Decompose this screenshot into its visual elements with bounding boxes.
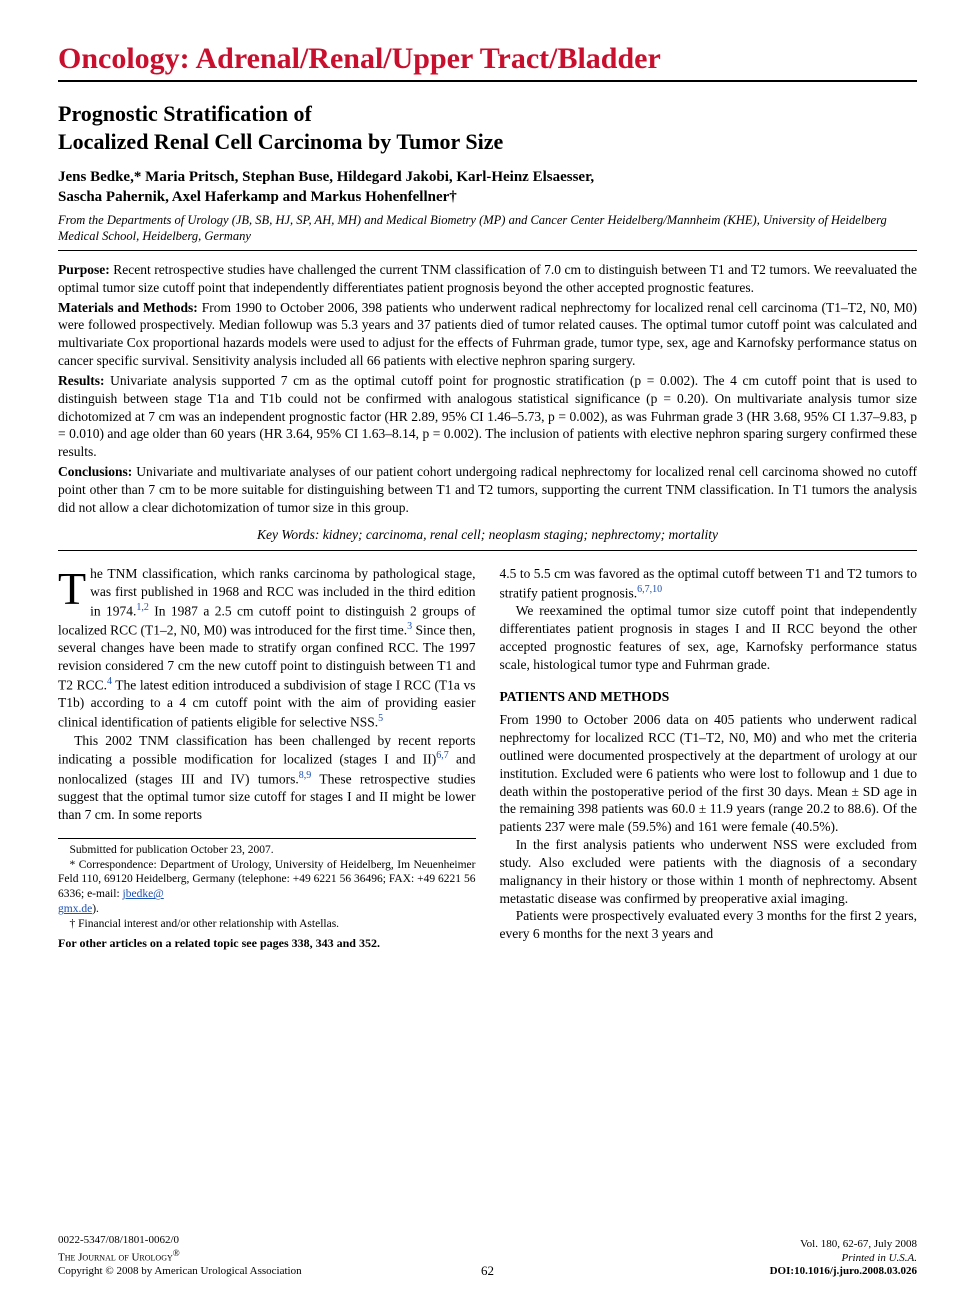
r-p1-text: 4.5 to 5.5 cm was favored as the optimal… — [500, 566, 918, 600]
reg-mark: ® — [173, 1248, 180, 1258]
issn: 0022-5347/08/1801-0062/0 — [58, 1234, 302, 1248]
methods-label: Materials and Methods: — [58, 300, 198, 315]
copyright: Copyright © 2008 by American Urological … — [58, 1265, 302, 1279]
email-part1: jbedke@ — [123, 888, 164, 900]
right-p4: In the first analysis patients who under… — [500, 836, 918, 907]
ref-5[interactable]: 5 — [378, 713, 383, 724]
email-link-2[interactable]: gmx.de — [58, 903, 92, 915]
ref-8-9[interactable]: 8,9 — [299, 770, 312, 781]
doi-value: 10.1016/j.juro.2008.03.026 — [794, 1265, 917, 1277]
footnote-correspondence: * Correspondence: Department of Urology,… — [58, 858, 476, 903]
volume-info: Vol. 180, 62-67, July 2008 — [770, 1238, 917, 1252]
footnote-dagger: † Financial interest and/or other relati… — [58, 917, 476, 932]
p2a: This 2002 TNM classification has been ch… — [58, 733, 476, 767]
intro-paragraph-1: The TNM classification, which ranks carc… — [58, 565, 476, 731]
conclusions-text: Univariate and multivariate analyses of … — [58, 464, 917, 515]
p1d: The latest edition introduced a subdivis… — [58, 678, 476, 730]
journal-name: The Journal of Urology — [58, 1252, 173, 1264]
footnotes: Submitted for publication October 23, 20… — [58, 838, 476, 952]
email-close: ). — [92, 903, 99, 915]
right-p2: We reexamined the optimal tumor size cut… — [500, 602, 918, 673]
patients-methods-heading: PATIENTS AND METHODS — [500, 688, 918, 706]
divider — [58, 550, 917, 551]
right-p1: 4.5 to 5.5 cm was favored as the optimal… — [500, 565, 918, 602]
related-articles: For other articles on a related topic se… — [58, 936, 476, 952]
purpose-label: Purpose: — [58, 262, 110, 277]
footer-right: Vol. 180, 62-67, July 2008 Printed in U.… — [770, 1238, 917, 1279]
dropcap: T — [58, 565, 90, 608]
email-continuation: gmx.de). — [58, 902, 476, 917]
page-footer: 0022-5347/08/1801-0062/0 The Journal of … — [58, 1234, 917, 1279]
ref-6-7[interactable]: 6,7 — [436, 750, 449, 761]
keywords: Key Words: kidney; carcinoma, renal cell… — [58, 526, 917, 544]
ref-1-2[interactable]: 1,2 — [136, 602, 149, 613]
right-p3: From 1990 to October 2006 data on 405 pa… — [500, 711, 918, 836]
footnote-submitted: Submitted for publication October 23, 20… — [58, 843, 476, 858]
authors-line-1: Jens Bedke,* Maria Pritsch, Stephan Buse… — [58, 169, 594, 185]
doi-label: DOI: — [770, 1265, 794, 1277]
results-label: Results: — [58, 373, 105, 388]
intro-paragraph-2: This 2002 TNM classification has been ch… — [58, 732, 476, 824]
left-column: The TNM classification, which ranks carc… — [58, 565, 476, 952]
page-number: 62 — [481, 1263, 494, 1279]
section-header: Oncology: Adrenal/Renal/Upper Tract/Blad… — [58, 42, 917, 82]
email-link[interactable]: jbedke@ — [123, 888, 164, 900]
body-columns: The TNM classification, which ranks carc… — [58, 565, 917, 952]
ref-6-7-10[interactable]: 6,7,10 — [637, 584, 662, 595]
affiliation: From the Departments of Urology (JB, SB,… — [58, 212, 917, 245]
purpose-text: Recent retrospective studies have challe… — [58, 262, 917, 295]
results-text: Univariate analysis supported 7 cm as th… — [58, 373, 917, 459]
author-list: Jens Bedke,* Maria Pritsch, Stephan Buse… — [58, 167, 917, 208]
title-line-2: Localized Renal Cell Carcinoma by Tumor … — [58, 129, 503, 154]
divider — [58, 250, 917, 251]
right-p5: Patients were prospectively evaluated ev… — [500, 907, 918, 943]
authors-line-2: Sascha Pahernik, Axel Haferkamp and Mark… — [58, 189, 457, 205]
title-line-1: Prognostic Stratification of — [58, 101, 312, 126]
right-column: 4.5 to 5.5 cm was favored as the optimal… — [500, 565, 918, 952]
correspondence-text: * Correspondence: Department of Urology,… — [58, 859, 476, 901]
article-title: Prognostic Stratification of Localized R… — [58, 100, 917, 155]
printed-in: Printed in U.S.A. — [842, 1252, 917, 1264]
conclusions-label: Conclusions: — [58, 464, 132, 479]
abstract: Purpose: Recent retrospective studies ha… — [58, 261, 917, 544]
footer-left: 0022-5347/08/1801-0062/0 The Journal of … — [58, 1234, 302, 1279]
